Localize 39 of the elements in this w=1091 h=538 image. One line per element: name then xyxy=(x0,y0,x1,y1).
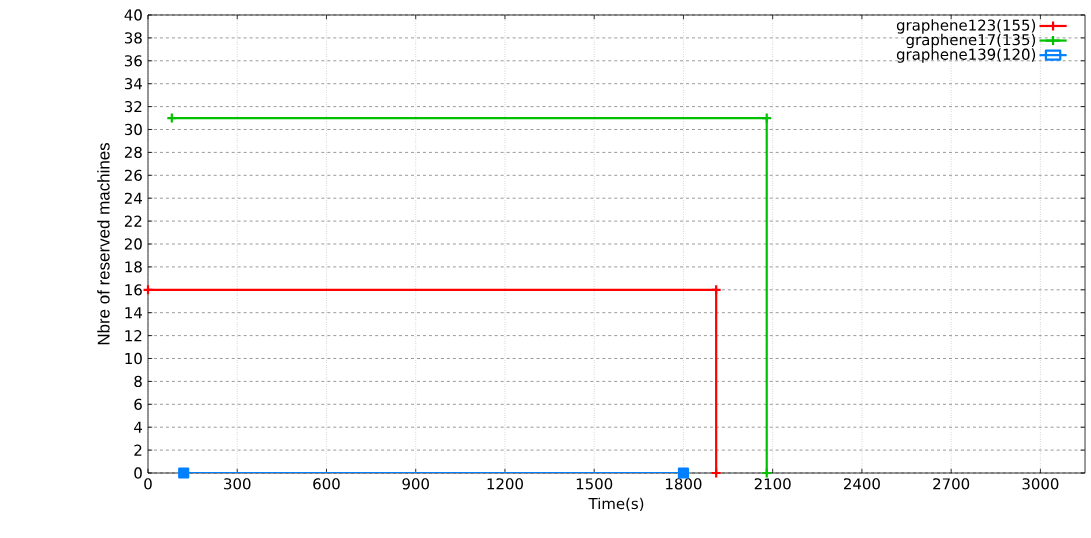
x-tick-label: 900 xyxy=(402,478,429,490)
x-tick-label: 3000 xyxy=(1022,478,1059,490)
y-tick-label: 14 xyxy=(125,307,142,319)
y-tick-label: 24 xyxy=(124,192,142,204)
point xyxy=(677,467,690,479)
x-tick-label: 1800 xyxy=(666,478,702,490)
y-tick-label: 32 xyxy=(124,100,142,113)
point xyxy=(178,467,190,479)
y-tick-label: 6 xyxy=(134,398,142,410)
legend-label: graphene17(135) xyxy=(906,33,1036,49)
y-tick-label: 38 xyxy=(124,32,142,44)
y-tick-label: 4 xyxy=(134,421,142,433)
y-tick-label: 22 xyxy=(124,215,142,227)
y-tick-label: 26 xyxy=(124,169,142,181)
y-tick-label: 18 xyxy=(125,261,142,273)
x-tick-label: 2700 xyxy=(933,478,970,490)
y-tick-label: 40 xyxy=(124,9,142,21)
x-tick-label: 1200 xyxy=(487,478,523,490)
y-tick-label: 16 xyxy=(125,284,142,296)
legend-label: graphene139(120) xyxy=(896,48,1036,63)
x-tick-label: 300 xyxy=(224,478,251,490)
y-axis-title: Nbre of reserved machines xyxy=(97,142,110,345)
y-tick-label: 0 xyxy=(134,467,142,479)
y-tick-label: 34 xyxy=(124,78,142,90)
y-tick-label: 10 xyxy=(125,352,142,365)
y-tick-label: 30 xyxy=(124,123,142,136)
x-tick-label: 600 xyxy=(313,478,340,490)
y-tick-label: 20 xyxy=(124,238,142,250)
x-tick-label: 0 xyxy=(144,478,152,490)
x-axis-title: Time(s) xyxy=(588,497,644,511)
x-tick-label: 2100 xyxy=(754,478,791,490)
x-tick-label: 2400 xyxy=(843,478,880,490)
y-tick-label: 28 xyxy=(124,146,142,159)
x-tick-label: 1500 xyxy=(576,478,613,490)
y-tick-label: 8 xyxy=(134,375,142,388)
y-tick-label: 36 xyxy=(124,55,142,67)
legend-label: graphene123(155) xyxy=(896,19,1036,34)
y-tick-label: 2 xyxy=(134,444,142,456)
y-tick-label: 12 xyxy=(125,330,142,342)
